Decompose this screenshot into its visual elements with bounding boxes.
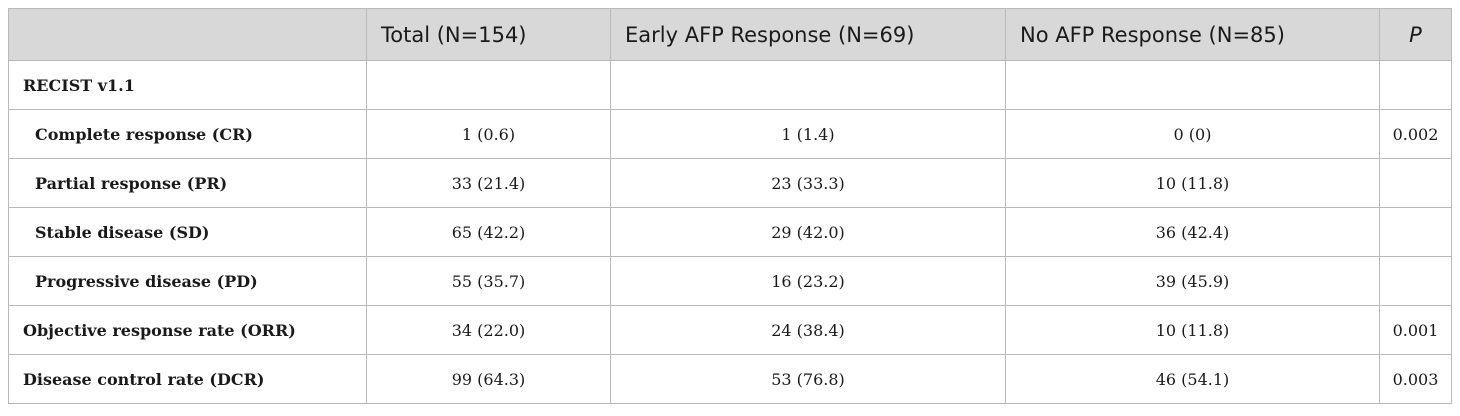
table-row: Disease control rate (DCR) 99 (64.3) 53 … [8,354,1452,404]
cell-total [366,60,611,110]
table-row: Progressive disease (PD) 55 (35.7) 16 (2… [8,256,1452,306]
cell-p: 0.001 [1379,305,1452,355]
cell-total: 33 (21.4) [366,158,611,208]
cell-p: 0.002 [1379,109,1452,159]
cell-early: 16 (23.2) [610,256,1006,306]
cell-no: 36 (42.4) [1005,207,1380,257]
cell-p [1379,158,1452,208]
response-table-container: Total (N=154) Early AFP Response (N=69) … [8,8,1452,404]
cell-total: 34 (22.0) [366,305,611,355]
cell-early: 53 (76.8) [610,354,1006,404]
cell-no: 0 (0) [1005,109,1380,159]
table-row: RECIST v1.1 [8,60,1452,110]
cell-no: 10 (11.8) [1005,158,1380,208]
header-row: Total (N=154) Early AFP Response (N=69) … [8,8,1452,61]
header-early-afp-response: Early AFP Response (N=69) [610,8,1006,61]
row-label: Objective response rate (ORR) [8,305,367,355]
table-row: Complete response (CR) 1 (0.6) 1 (1.4) 0… [8,109,1452,159]
table-row: Partial response (PR) 33 (21.4) 23 (33.3… [8,158,1452,208]
cell-early: 24 (38.4) [610,305,1006,355]
cell-total: 55 (35.7) [366,256,611,306]
cell-no: 46 (54.1) [1005,354,1380,404]
row-label: Complete response (CR) [8,109,367,159]
row-label: Partial response (PR) [8,158,367,208]
header-empty [8,8,367,61]
cell-total: 99 (64.3) [366,354,611,404]
cell-total: 65 (42.2) [366,207,611,257]
cell-p [1379,60,1452,110]
table-row: Stable disease (SD) 65 (42.2) 29 (42.0) … [8,207,1452,257]
cell-total: 1 (0.6) [366,109,611,159]
cell-p [1379,256,1452,306]
cell-early: 23 (33.3) [610,158,1006,208]
row-label: Disease control rate (DCR) [8,354,367,404]
cell-no: 39 (45.9) [1005,256,1380,306]
cell-early: 29 (42.0) [610,207,1006,257]
cell-early [610,60,1006,110]
row-label: Stable disease (SD) [8,207,367,257]
cell-p [1379,207,1452,257]
row-label: Progressive disease (PD) [8,256,367,306]
cell-no: 10 (11.8) [1005,305,1380,355]
cell-p: 0.003 [1379,354,1452,404]
cell-early: 1 (1.4) [610,109,1006,159]
cell-no [1005,60,1380,110]
row-label: RECIST v1.1 [8,60,367,110]
table-row: Objective response rate (ORR) 34 (22.0) … [8,305,1452,355]
header-no-afp-response: No AFP Response (N=85) [1005,8,1380,61]
response-table: Total (N=154) Early AFP Response (N=69) … [8,8,1452,404]
header-total: Total (N=154) [366,8,611,61]
header-p-value: P [1379,8,1452,61]
